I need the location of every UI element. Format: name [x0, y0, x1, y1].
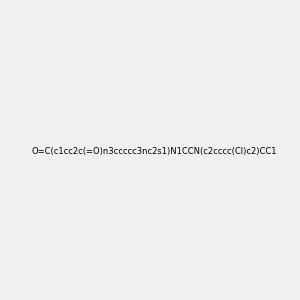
Text: O=C(c1cc2c(=O)n3ccccc3nc2s1)N1CCN(c2cccc(Cl)c2)CC1: O=C(c1cc2c(=O)n3ccccc3nc2s1)N1CCN(c2cccc… — [31, 147, 277, 156]
